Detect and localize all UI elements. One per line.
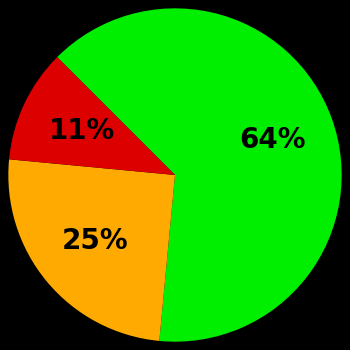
Text: 11%: 11% (48, 117, 115, 145)
Wedge shape (8, 159, 175, 341)
Text: 25%: 25% (62, 227, 129, 255)
Text: 64%: 64% (239, 126, 306, 154)
Wedge shape (9, 57, 175, 175)
Wedge shape (57, 8, 342, 342)
